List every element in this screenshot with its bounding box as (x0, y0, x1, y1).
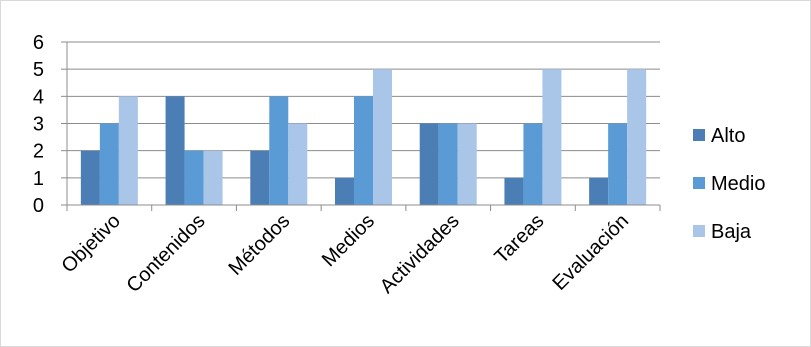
legend-label: Baja (711, 221, 752, 243)
legend-swatch (693, 129, 705, 141)
bar-alto-3 (335, 177, 354, 205)
y-tick-label: 3 (33, 114, 44, 136)
y-tick-label: 1 (33, 168, 44, 190)
bar-baja-6 (627, 69, 647, 206)
bar-alto-2 (250, 150, 270, 205)
bar-alto-4 (419, 123, 439, 205)
bar-medio-2 (269, 96, 289, 205)
legend-label: Medio (711, 173, 765, 195)
bar-medio-5 (523, 123, 543, 205)
bar-baja-5 (542, 69, 562, 206)
bar-baja-2 (288, 123, 308, 205)
bar-alto-5 (504, 177, 524, 205)
bar-baja-4 (457, 123, 477, 205)
legend-swatch (693, 225, 705, 237)
y-tick-label: 6 (33, 32, 44, 54)
legend-label: Alto (711, 125, 745, 147)
bar-medio-3 (354, 96, 373, 205)
bars-layer (80, 69, 647, 206)
bar-medio-1 (184, 150, 204, 205)
y-tick-label: 0 (33, 195, 44, 217)
axis-layer (61, 41, 661, 211)
bar-alto-6 (589, 177, 609, 205)
y-tick-labels: 0 1 2 3 4 5 6 (33, 32, 44, 217)
bar-alto-1 (165, 96, 185, 205)
y-tick-label: 4 (33, 86, 44, 108)
bar-baja-3 (373, 69, 392, 206)
legend-swatch (693, 177, 705, 189)
bar-medio-0 (99, 123, 119, 205)
y-tick-label: 2 (33, 141, 44, 163)
bar-medio-4 (438, 123, 458, 205)
bar-baja-1 (203, 150, 223, 205)
bar-medio-6 (608, 123, 628, 205)
legend: Alto Medio Baja (693, 125, 765, 243)
bar-alto-0 (80, 150, 100, 205)
y-tick-label: 5 (33, 59, 44, 81)
bar-baja-0 (118, 96, 138, 205)
